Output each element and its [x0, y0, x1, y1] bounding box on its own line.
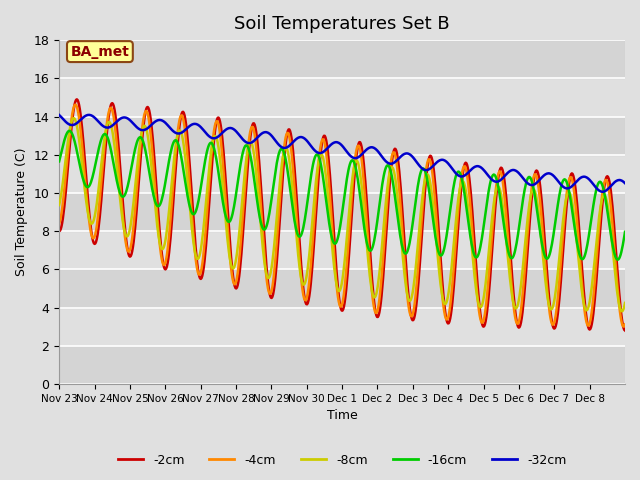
- Legend: -2cm, -4cm, -8cm, -16cm, -32cm: -2cm, -4cm, -8cm, -16cm, -32cm: [113, 449, 572, 472]
- Text: BA_met: BA_met: [70, 45, 129, 59]
- Bar: [59, 40, 625, 78]
- Y-axis label: Soil Temperature (C): Soil Temperature (C): [15, 148, 28, 276]
- Bar: [59, 117, 625, 155]
- Title: Soil Temperatures Set B: Soil Temperatures Set B: [234, 15, 450, 33]
- Bar: [59, 269, 625, 308]
- X-axis label: Time: Time: [326, 409, 358, 422]
- Bar: [59, 193, 625, 231]
- Bar: [59, 346, 625, 384]
